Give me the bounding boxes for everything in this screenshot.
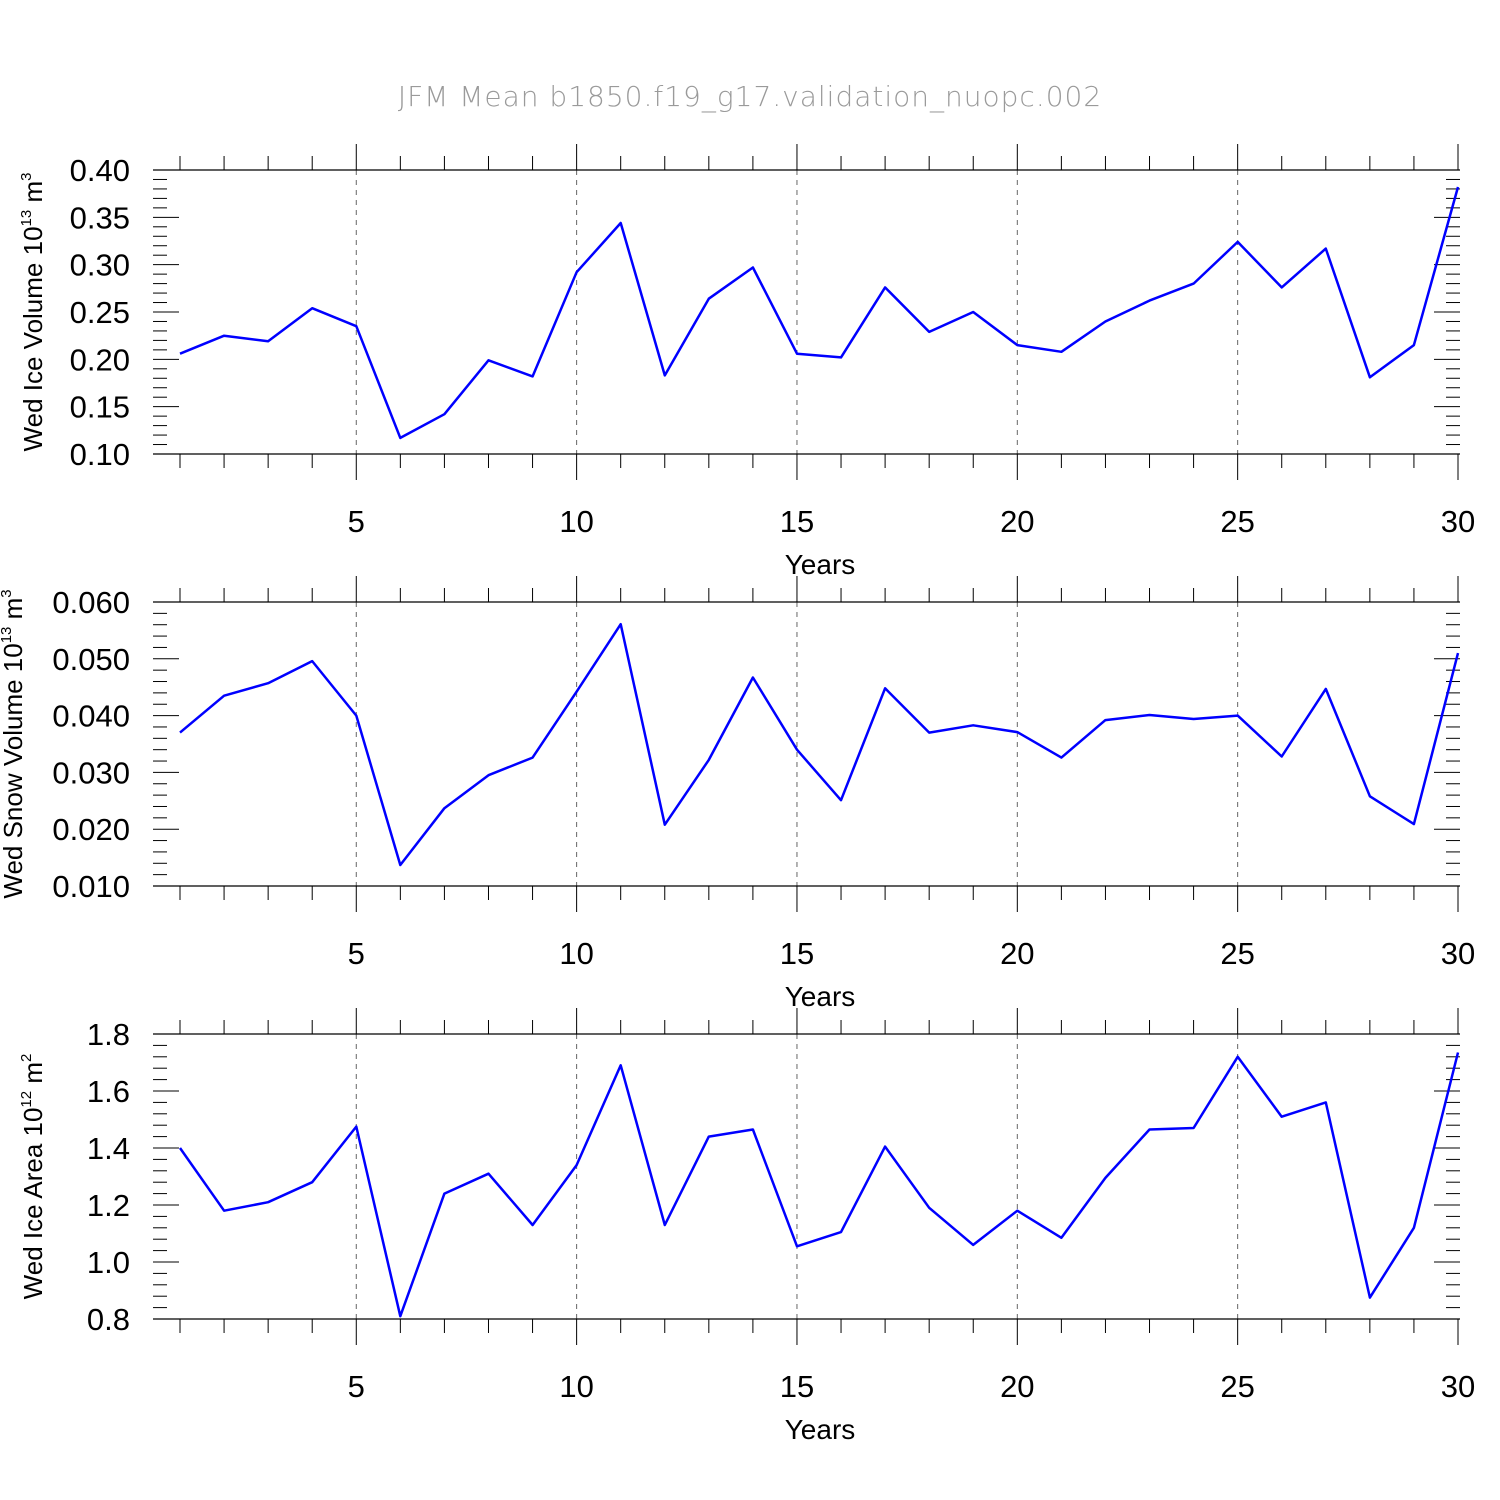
x-tick-label: 25 bbox=[1220, 1369, 1254, 1404]
x-tick-label: 10 bbox=[559, 504, 593, 539]
y-tick-label: 0.050 bbox=[52, 642, 130, 677]
x-tick-label: 20 bbox=[1000, 1369, 1034, 1404]
y-tick-label: 0.40 bbox=[70, 153, 130, 188]
y-tick-label: 1.4 bbox=[87, 1131, 130, 1166]
x-tick-label: 10 bbox=[559, 1369, 593, 1404]
x-tick-label: 5 bbox=[348, 1369, 365, 1404]
x-tick-label: 5 bbox=[348, 504, 365, 539]
x-axis-label: Years bbox=[785, 549, 856, 580]
x-tick-label: 25 bbox=[1220, 504, 1254, 539]
y-axis-label: Wed Ice Area 1012 m2 bbox=[18, 1054, 48, 1300]
x-axis-label: Years bbox=[785, 981, 856, 1012]
x-tick-label: 20 bbox=[1000, 936, 1034, 971]
y-tick-label: 0.20 bbox=[70, 342, 130, 377]
chart-title: JFM Mean b1850.f19_g17.validation_nuopc.… bbox=[398, 80, 1102, 114]
x-tick-label: 30 bbox=[1441, 504, 1475, 539]
y-axis-label: Wed Snow Volume 1013 m3 bbox=[0, 589, 28, 898]
panel-ice-area: 5 10 15 20 25 30 Years 0.8 1.0 1.2 1.4 1.6 1.8 Wed Ic… bbox=[18, 1008, 1475, 1445]
y-tick-label: 0.10 bbox=[70, 437, 130, 472]
series-line bbox=[179, 186, 1460, 440]
y-tick-label: 0.040 bbox=[52, 699, 130, 734]
y-tick-label: 1.0 bbox=[87, 1245, 130, 1280]
x-axis-label: Years bbox=[785, 1414, 856, 1445]
y-tick-label: 1.6 bbox=[87, 1074, 130, 1109]
x-tick-label: 25 bbox=[1220, 936, 1254, 971]
y-tick-label: 0.030 bbox=[52, 755, 130, 790]
y-tick-label: 0.010 bbox=[52, 869, 130, 904]
x-tick-label: 20 bbox=[1000, 504, 1034, 539]
x-tick-label: 5 bbox=[348, 936, 365, 971]
x-tick-label: 15 bbox=[780, 936, 814, 971]
y-tick-label: 0.15 bbox=[70, 390, 130, 425]
x-tick-label: 30 bbox=[1441, 936, 1475, 971]
y-tick-label: 0.25 bbox=[70, 295, 130, 330]
x-tick-label: 30 bbox=[1441, 1369, 1475, 1404]
y-tick-label: 1.8 bbox=[87, 1017, 130, 1052]
x-tick-label: 15 bbox=[780, 1369, 814, 1404]
panel-snow-volume: 5 10 15 20 25 30 Years 0.010 0.020 0.030 0.040 0.05… bbox=[0, 576, 1475, 1012]
y-tick-label: 1.2 bbox=[87, 1188, 130, 1223]
y-tick-label: 0.020 bbox=[52, 812, 130, 847]
y-tick-label: 0.30 bbox=[70, 248, 130, 283]
x-tick-label: 15 bbox=[780, 504, 814, 539]
y-tick-label: 0.35 bbox=[70, 200, 130, 235]
series-line bbox=[178, 1052, 1460, 1318]
panel-ice-volume: 5 10 15 20 25 30 Years 0.10 0.15 0.20 0.25 0.30 0.35… bbox=[18, 144, 1475, 580]
y-tick-label: 0.060 bbox=[52, 585, 130, 620]
y-tick-label: 0.8 bbox=[87, 1302, 130, 1337]
y-axis-label: Wed Ice Volume 1013 m3 bbox=[18, 173, 48, 452]
x-tick-label: 10 bbox=[559, 936, 593, 971]
series-line bbox=[179, 622, 1460, 867]
